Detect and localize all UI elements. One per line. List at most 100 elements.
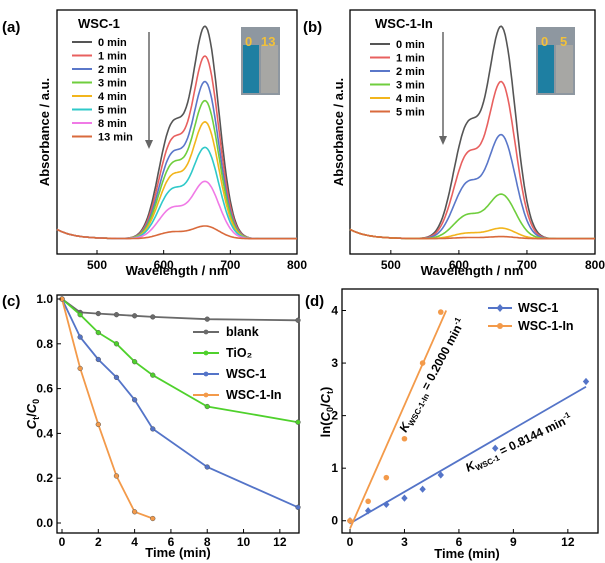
panel-b-xtick-label-3: 800 — [585, 258, 605, 272]
panel-a-legend-label-3: 3 min — [98, 78, 127, 90]
panel-c-point-0-4 — [131, 313, 138, 319]
panel-a-legend-label-0: 0 min — [98, 37, 127, 49]
panel-d-xtick-label-0: 0 — [347, 535, 354, 549]
panel-d-point-1-0 — [347, 517, 353, 524]
panel-a-arrow-head — [145, 140, 153, 149]
panel-a-inset-label-start: 0 — [245, 34, 252, 49]
panel-a-ylabel: Absorbance / a.u. — [37, 78, 52, 186]
panel-d-ytick-label-3: 3 — [331, 356, 338, 370]
panel-d-ytick-label-4: 4 — [331, 304, 338, 318]
panel-a-legend-label-1: 1 min — [98, 51, 127, 63]
panel-a-xtick-label-3: 800 — [287, 258, 307, 272]
panel-d-point-0-3 — [401, 494, 408, 502]
panel-c-legend-marker-1 — [203, 350, 209, 356]
panel-c-point-2-2 — [95, 356, 101, 363]
panel-c-line-3 — [61, 298, 154, 520]
panel-d-legend-label-0: WSC-1 — [518, 301, 558, 315]
panel-b-curve-1 — [349, 80, 595, 240]
panel-d-annotation-in: KWSC-1-In = 0.2000 min-1 — [395, 315, 470, 435]
panel-c-point-2-1 — [77, 334, 83, 340]
panel-b-inset-label-start: 0 — [541, 34, 548, 49]
panel-b-legend-label-5: 5 min — [396, 107, 425, 119]
panel-b-curve-5 — [349, 228, 595, 240]
panel-c-point-1-7 — [295, 419, 301, 425]
panel-c-legend-marker-0 — [203, 329, 209, 335]
panel-d-point-0-6 — [492, 444, 499, 452]
panel-c-frame — [56, 294, 300, 534]
panel-c-legend-marker-2 — [203, 371, 209, 377]
panel-c-xtick-label-0: 0 — [59, 535, 66, 549]
panel-d-legend-marker-0 — [496, 304, 504, 312]
panel-d-frame — [341, 288, 599, 534]
panel-b-legend-label-2: 2 min — [396, 66, 425, 78]
panel-d-xtick-label-3: 9 — [510, 535, 517, 549]
panel-a-inset-label-end: 13 — [261, 34, 275, 49]
panel-d-point-0-7 — [582, 377, 590, 386]
panel-d-ytick-label-1: 1 — [331, 461, 338, 475]
panel-a-xlabel: Wavelength / nm — [126, 263, 229, 278]
panel-c-xtick-label-1: 2 — [95, 535, 102, 549]
panel-c-ytick-label-3: 0.6 — [36, 382, 53, 396]
panel-c-point-0-6 — [204, 316, 210, 322]
panel-c-point-1-5 — [150, 372, 156, 378]
panel-c-point-1-3 — [113, 341, 120, 347]
panel-d-point-0-1 — [364, 507, 372, 515]
panel-c-xtick-label-5: 10 — [237, 535, 251, 549]
panel-b-ylabel: Absorbance / a.u. — [331, 78, 346, 186]
panel-label-c: (c) — [2, 293, 20, 310]
panel-d-xtick-label-4: 12 — [561, 535, 575, 549]
panel-c-point-1-4 — [131, 359, 138, 365]
panel-a-curve-6 — [56, 180, 297, 240]
panel-a-title: WSC-1 — [78, 16, 120, 31]
panel-c-point-0-5 — [150, 314, 156, 320]
panel-a-curve-7 — [56, 225, 297, 240]
panel-c-point-2-6 — [204, 464, 210, 470]
panel-d-annotation-1: KWSC-1 = 0.8144 min-1 — [463, 410, 576, 477]
panel-d-point-1-1 — [365, 498, 371, 505]
panel-c-chart: blank TiO₂ WSC-1 WSC-1-In 0 2 4 6 8 10 12 0.0 0.2 0.… — [24, 292, 301, 560]
panel-c-point-2-7 — [295, 504, 301, 510]
panel-d-point-1-4 — [419, 360, 426, 366]
panel-d-point-1-3 — [401, 435, 408, 442]
panel-a-inset-photo: 0 13 — [241, 27, 280, 95]
panel-c-line-1 — [61, 298, 299, 424]
panel-a-legend-label-5: 5 min — [98, 105, 127, 117]
panel-c-xtick-label-2: 4 — [131, 535, 138, 549]
panel-b-legend-label-4: 4 min — [396, 93, 425, 105]
panel-d-fit-line-1 — [349, 310, 448, 529]
panel-b-frame — [349, 9, 596, 255]
panel-c-xlabel: Time (min) — [145, 545, 211, 560]
panel-b-xtick-label-2: 700 — [517, 258, 537, 272]
panel-c-legend-label-3: WSC-1-In — [226, 388, 282, 402]
panel-d-xtick-label-2: 6 — [456, 535, 463, 549]
panel-c-point-2-4 — [131, 397, 138, 403]
panel-label-b: (b) — [303, 19, 322, 36]
panel-c-line-2 — [61, 298, 299, 509]
panel-b-title: WSC-1-In — [375, 16, 433, 31]
panel-b-legend-label-0: 0 min — [396, 39, 425, 51]
panel-c-ytick-label-1: 0.2 — [36, 471, 53, 485]
panel-c-line-0 — [61, 298, 299, 322]
panel-c-point-2-3 — [113, 374, 120, 381]
panel-c-ylabel: Ct/C0 — [24, 399, 41, 429]
panel-c-point-2-5 — [150, 426, 156, 432]
panel-b-xlabel: Wavelength / nm — [421, 263, 524, 278]
panel-c-point-1-1 — [77, 312, 83, 318]
panel-b-inset-label-end: 5 — [560, 34, 567, 49]
panel-label-d: (d) — [305, 293, 324, 310]
panel-a-curve-4 — [56, 120, 297, 240]
panel-a-frame — [56, 9, 298, 255]
panel-a-legend-label-2: 2 min — [98, 64, 127, 76]
panel-a-curve-3 — [56, 99, 297, 240]
panel-d-point-0-4 — [419, 485, 426, 493]
panel-c-legend-label-0: blank — [226, 325, 259, 339]
panel-a-xtick-label-0: 500 — [87, 258, 107, 272]
panel-d-ylabel: ln(C0/Ct) — [318, 387, 335, 438]
panel-c-point-3-4 — [131, 509, 138, 515]
panel-c-legend-marker-3 — [203, 392, 209, 398]
panel-c-point-3-5 — [150, 515, 156, 522]
panel-b-legend-label-3: 3 min — [396, 80, 425, 92]
panel-c-ytick-label-5: 1.0 — [36, 292, 53, 306]
